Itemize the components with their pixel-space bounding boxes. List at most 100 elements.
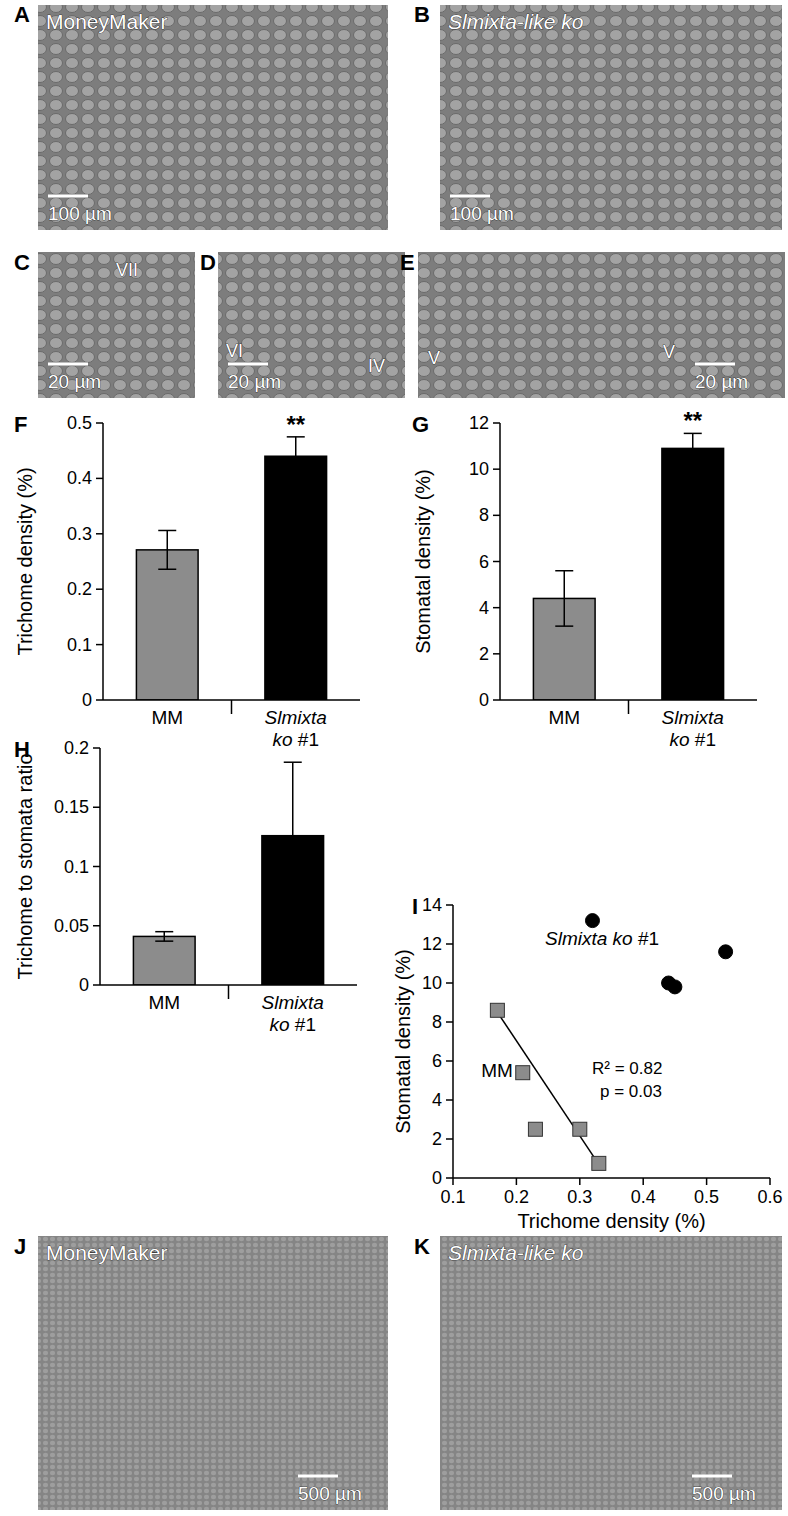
category-separator	[628, 700, 630, 714]
text-part: ko	[670, 729, 690, 750]
sem-image	[38, 1236, 388, 1510]
trichome-type: IV	[368, 356, 385, 376]
y-tick	[446, 1177, 453, 1179]
y-tick-label: 0.5	[67, 413, 92, 433]
text-part: ko	[270, 1014, 290, 1035]
error-bar	[158, 530, 176, 569]
text-part: ko	[273, 729, 293, 750]
image-label: MoneyMaker	[46, 1241, 167, 1264]
y-tick-label: 0.1	[67, 635, 92, 655]
error-line	[292, 762, 294, 909]
error-cap	[555, 625, 573, 627]
y-tick	[493, 699, 500, 701]
x-tick	[452, 1178, 454, 1185]
bar	[662, 448, 724, 700]
sem-image	[440, 5, 782, 230]
y-tick	[93, 984, 100, 986]
error-bar	[287, 437, 305, 476]
y-axis-label: Trichome to stomata ratio	[14, 753, 36, 979]
trichome-type: VII	[116, 260, 138, 280]
image-panel: JMoneyMaker500 µm	[14, 1234, 388, 1510]
x-tick	[706, 1178, 708, 1185]
bar-chart: H00.050.10.150.2Trichome to stomata rati…	[14, 737, 357, 1035]
panel-letter: A	[14, 2, 30, 27]
trichome-type: VI	[226, 341, 243, 361]
panel-letter: J	[14, 1234, 26, 1259]
y-tick	[96, 588, 103, 590]
y-tick-label: 0	[79, 975, 89, 995]
y-tick-label: 8	[432, 1012, 442, 1032]
text-part: Slmixta	[265, 707, 327, 728]
y-tick	[493, 653, 500, 655]
y-tick	[446, 1060, 453, 1062]
bar	[265, 456, 327, 700]
y-tick-label: 2	[479, 644, 489, 664]
y-tick-label: 4	[479, 598, 489, 618]
point	[719, 945, 733, 959]
y-tick	[493, 422, 500, 424]
sem-image	[38, 5, 388, 230]
text-part: Slmixta	[662, 707, 724, 728]
fit-line	[497, 1012, 598, 1164]
error-bar	[284, 762, 302, 909]
point	[516, 1066, 530, 1080]
image-label: MoneyMaker	[46, 10, 167, 33]
text-part: ko	[607, 928, 632, 949]
stat-annotation: p = 0.03	[600, 1082, 662, 1101]
y-tick-label: 0.15	[54, 797, 89, 817]
image-panel: KSlmixta-like ko500 µm	[414, 1234, 782, 1510]
error-cap	[684, 463, 702, 465]
trichome-type: V	[663, 342, 675, 362]
error-cap	[284, 908, 302, 910]
x-tick	[579, 1178, 581, 1185]
y-tick-label: 0.1	[64, 857, 89, 877]
y-tick-label: 10	[469, 459, 489, 479]
error-line	[164, 932, 166, 941]
point	[668, 980, 682, 994]
y-tick	[446, 1099, 453, 1101]
y-tick	[93, 866, 100, 868]
plot-area	[133, 762, 323, 985]
scale-bar	[298, 1475, 338, 1478]
x-tick-label: Slmixtako #1	[662, 707, 724, 750]
x-tick-label: MM	[151, 707, 183, 728]
error-cap	[284, 761, 302, 763]
y-axis-label: Stomatal density (%)	[392, 949, 414, 1134]
scale-bar	[692, 1475, 732, 1478]
y-tick-label: 0	[479, 690, 489, 710]
y-tick-label: 4	[432, 1090, 442, 1110]
error-bar	[155, 932, 173, 941]
text-part: Slmixta	[262, 992, 324, 1013]
category-separator	[231, 700, 233, 714]
x-tick-label: 0.2	[504, 1187, 529, 1207]
panel-letter: E	[400, 250, 415, 275]
y-tick-label: 6	[432, 1051, 442, 1071]
figure: AMoneyMaker100 µmBSlmixta-like ko100 µmC…	[0, 0, 788, 1516]
scale-bar	[48, 363, 88, 366]
scatter-chart: I024681012140.10.20.30.40.50.6Stomatal d…	[392, 894, 783, 1232]
error-cap	[555, 570, 573, 572]
y-tick-label: 0	[432, 1168, 442, 1188]
plot-area	[490, 914, 732, 1171]
y-tick-label: 10	[422, 973, 442, 993]
point	[573, 1122, 587, 1136]
y-axis-label: Trichome density (%)	[14, 467, 36, 655]
trichome-type: V	[428, 348, 440, 368]
x-tick-label: 0.1	[440, 1187, 465, 1207]
scale-bar-label: 100 µm	[48, 203, 112, 224]
bar	[136, 550, 198, 700]
error-cap	[158, 530, 176, 532]
x-tick-label: 0.4	[631, 1187, 656, 1207]
y-tick	[446, 904, 453, 906]
panel-letter: D	[200, 250, 216, 275]
panel-letter: B	[414, 2, 430, 27]
sem-image	[418, 252, 785, 398]
image-panel: CVII20 µm	[14, 250, 195, 398]
text-part: #1	[290, 1014, 316, 1035]
x-tick-label: 0.6	[757, 1187, 782, 1207]
x-tick	[516, 1178, 518, 1185]
y-axis-label: Stomatal density (%)	[412, 469, 434, 654]
sem-image	[440, 1236, 782, 1510]
x-tick-label: 0.3	[567, 1187, 592, 1207]
y-tick-label: 0.2	[64, 738, 89, 758]
